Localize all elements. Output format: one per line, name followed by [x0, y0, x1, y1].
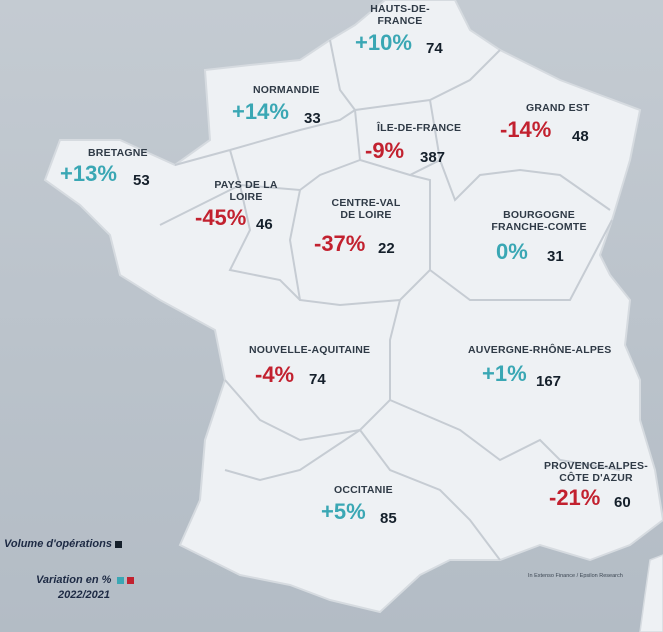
- variation-occitanie: +5%: [321, 499, 366, 524]
- legend-variation-label: Variation en %: [36, 574, 112, 586]
- variation-auvergne-rhone-alpes: +1%: [482, 361, 527, 386]
- region-label-grand-est: GRAND EST: [526, 102, 590, 114]
- legend-positive-swatch: [117, 576, 125, 584]
- volume-bretagne: 53: [133, 172, 150, 189]
- variation-pays-de-la-loire: -45%: [195, 205, 247, 230]
- volume-bourgogne-franche-comte: 31: [547, 248, 564, 265]
- variation-grand-est: -14%: [500, 117, 552, 142]
- region-label-nouvelle-aquitaine: NOUVELLE-AQUITAINE: [249, 344, 371, 356]
- variation-ile-de-france: -9%: [365, 138, 405, 163]
- volume-auvergne-rhone-alpes: 167: [536, 373, 562, 390]
- variation-normandie: +14%: [232, 99, 289, 124]
- region-label-pays-de-la-loire: PAYS DE LA LOIRE: [214, 179, 278, 203]
- variation-nouvelle-aquitaine: -4%: [255, 362, 295, 387]
- variation-provence-alpes-cote-d-azur: -21%: [549, 485, 601, 510]
- legend-volume: Volume d'opérations: [4, 538, 122, 550]
- legend-volume-swatch: [114, 540, 122, 548]
- region-label-bourgogne-franche-comte: BOURGOGNE FRANCHE-COMTE: [491, 209, 587, 233]
- region-label-ile-de-france: ÎLE-DE-FRANCE: [377, 122, 462, 134]
- corsica-shape: [639, 554, 663, 632]
- volume-occitanie: 85: [380, 510, 397, 527]
- legend-volume-label: Volume d'opérations: [4, 538, 112, 550]
- variation-bretagne: +13%: [60, 161, 117, 186]
- region-label-hauts-de-france: HAUTS-DE- FRANCE: [370, 3, 430, 27]
- france-outline: [43, 0, 663, 614]
- source-credit: In Extenso Finance / Epsilon Research: [528, 573, 623, 579]
- variation-hauts-de-france: +10%: [355, 30, 412, 55]
- region-label-bretagne: BRETAGNE: [88, 147, 148, 159]
- legend-period: 2022/2021: [58, 589, 110, 601]
- region-label-normandie: NORMANDIE: [253, 84, 320, 96]
- variation-centre-val-de-loire: -37%: [314, 231, 366, 256]
- region-label-occitanie: OCCITANIE: [334, 484, 393, 496]
- volume-pays-de-la-loire: 46: [256, 216, 273, 233]
- volume-grand-est: 48: [572, 128, 589, 145]
- volume-nouvelle-aquitaine: 74: [309, 371, 326, 388]
- region-label-centre-val-de-loire: CENTRE-VAL DE LOIRE: [331, 197, 401, 221]
- region-label-auvergne-rhone-alpes: AUVERGNE-RHÔNE-ALPES: [468, 344, 612, 356]
- legend-variation: Variation en %: [36, 574, 135, 586]
- volume-centre-val-de-loire: 22: [378, 240, 395, 257]
- volume-provence-alpes-cote-d-azur: 60: [614, 494, 631, 511]
- variation-bourgogne-franche-comte: 0%: [496, 239, 528, 264]
- volume-ile-de-france: 387: [420, 149, 446, 166]
- region-borders: [159, 39, 621, 561]
- legend-negative-swatch: [127, 576, 135, 584]
- volume-hauts-de-france: 74: [426, 40, 443, 57]
- volume-normandie: 33: [304, 110, 321, 127]
- region-label-provence-alpes-cote-d-azur: PROVENCE-ALPES- CÔTE D'AZUR: [544, 460, 648, 484]
